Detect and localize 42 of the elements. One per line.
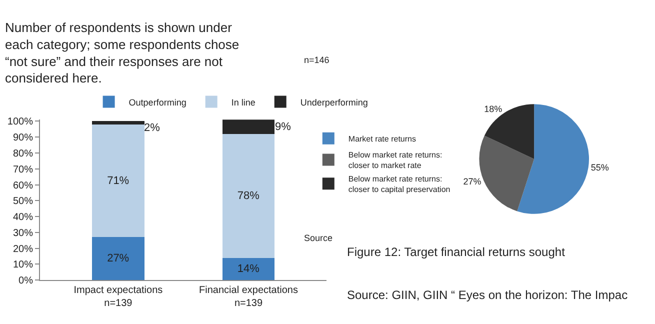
y-tick-label: 90% — [12, 132, 34, 144]
y-tick-label: 80% — [12, 148, 34, 160]
y-tick-label: 40% — [12, 212, 34, 224]
data-label: 9% — [275, 121, 292, 133]
y-tick-label: 10% — [12, 260, 34, 271]
bar — [92, 124, 144, 238]
data-label: 71% — [107, 174, 130, 187]
legend-label: Below market rate returns: closer to capital preservation — [348, 174, 450, 194]
y-tick-label: 30% — [12, 228, 34, 239]
y-tick-label: 50% — [12, 196, 34, 208]
y-tick-label: 0% — [18, 276, 34, 287]
y-tick-label: 20% — [12, 244, 34, 255]
legend-label: Underperforming — [300, 97, 368, 108]
legend-label: In line — [231, 97, 256, 108]
text: n=146 — [304, 55, 330, 65]
data-label: 27% — [107, 252, 130, 265]
bar — [222, 258, 275, 280]
x-tick-label: Impact expectations n=139 — [74, 285, 163, 310]
data-label: 18% — [484, 104, 502, 114]
y-tick-label: 60% — [12, 180, 34, 192]
data-label: 78% — [237, 190, 260, 202]
legend-label: Outperforming — [128, 97, 186, 108]
chart-title: Number of respondents is shown under each category; some respondents chose “not sure” and their responses are not considered here. — [5, 20, 240, 86]
legend-label: Below market rate returns: closer to market rate — [348, 150, 442, 170]
legend-label: Market rate returns — [348, 134, 416, 144]
source-note: Source: GIIN, GIIN “ Eyes on the horizon: The Impac — [347, 288, 628, 302]
bar — [92, 121, 144, 124]
data-label: 27% — [463, 176, 482, 187]
pie-slice — [517, 104, 589, 214]
bar — [222, 134, 275, 258]
text: Figure 12: Target financial returns sought — [347, 245, 566, 259]
pie-slice — [484, 104, 534, 159]
pie-slice — [479, 136, 534, 212]
y-tick-label: 70% — [12, 164, 34, 176]
data-label: 2% — [144, 122, 160, 134]
bar — [92, 237, 144, 280]
data-label: 55% — [590, 162, 609, 173]
y-tick-label: 100% — [7, 116, 34, 128]
bar — [222, 120, 275, 134]
data-label: 14% — [237, 262, 260, 275]
annotation: Source — [304, 233, 333, 243]
x-tick-label: Financial expectations n=139 — [199, 285, 298, 310]
